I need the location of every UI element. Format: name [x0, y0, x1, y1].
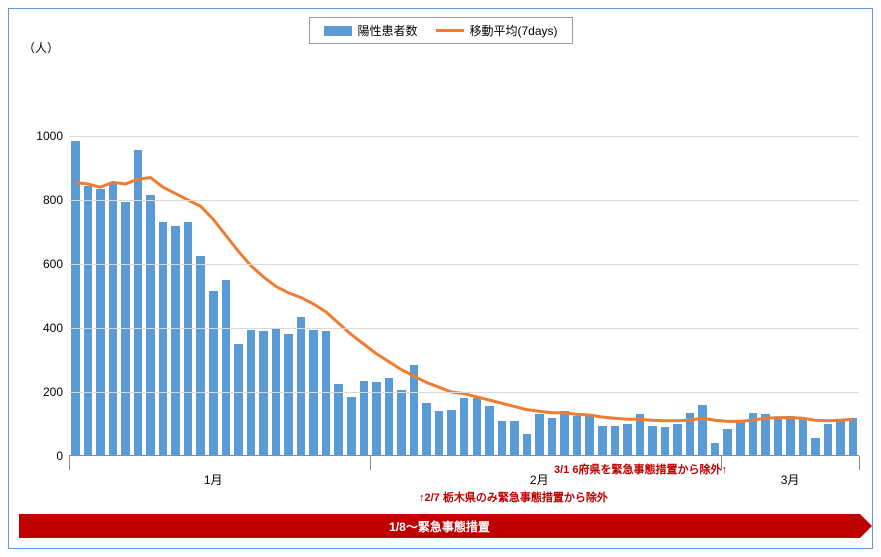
annotation: ↑2/7 栃木県のみ緊急事態措置から除外	[419, 489, 608, 505]
ytick-label: 200	[43, 385, 63, 399]
legend-bar-label: 陽性患者数	[357, 22, 417, 39]
annotation: 3/1 6府県を緊急事態措置から除外↑	[554, 461, 727, 477]
ytick-label: 400	[43, 321, 63, 335]
month-tick	[859, 456, 860, 470]
legend-line-label: 移動平均(7days)	[470, 22, 558, 39]
legend-item-bar: 陽性患者数	[323, 22, 417, 39]
legend-item-line: 移動平均(7days)	[436, 22, 558, 39]
moving-average-line	[75, 178, 852, 422]
y-unit-label: （人）	[23, 39, 59, 56]
month-label: 1月	[204, 471, 223, 488]
ytick-label: 1000	[36, 129, 63, 143]
ytick-label: 0	[56, 449, 63, 463]
legend-line-swatch	[436, 29, 464, 32]
plot-area: 02004006008001000	[69, 104, 859, 456]
month-tick	[370, 456, 371, 470]
banner-text: 1/8～緊急事態措置	[389, 518, 490, 535]
month-axis: 1月2月3月	[69, 456, 859, 476]
emergency-banner: 1/8～緊急事態措置	[19, 514, 860, 538]
month-label: 2月	[530, 471, 549, 488]
gridline	[69, 200, 859, 201]
chart-frame: （人） 陽性患者数 移動平均(7days) 02004006008001000 …	[8, 8, 873, 549]
ytick-label: 600	[43, 257, 63, 271]
gridline	[69, 136, 859, 137]
legend: 陽性患者数 移動平均(7days)	[308, 17, 572, 44]
gridline	[69, 328, 859, 329]
line-layer	[69, 104, 859, 456]
gridline	[69, 392, 859, 393]
month-tick	[69, 456, 70, 470]
month-label: 3月	[781, 471, 800, 488]
gridline	[69, 264, 859, 265]
ytick-label: 800	[43, 193, 63, 207]
legend-bar-swatch	[323, 26, 351, 36]
